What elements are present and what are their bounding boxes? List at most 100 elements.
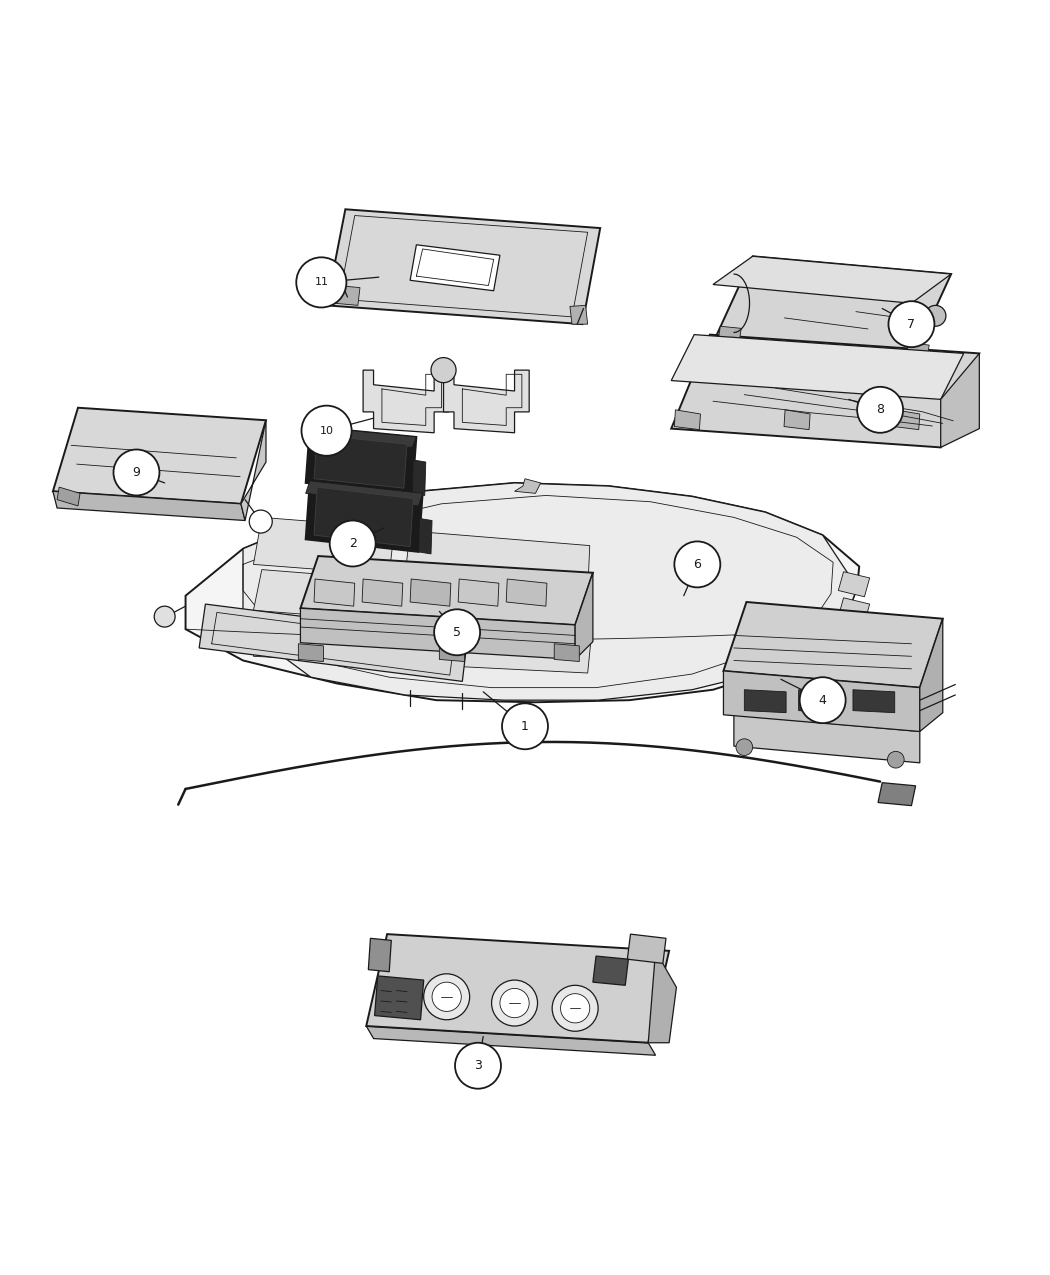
Polygon shape: [718, 326, 741, 343]
Circle shape: [430, 357, 456, 382]
Circle shape: [434, 609, 480, 655]
Polygon shape: [314, 435, 407, 488]
Polygon shape: [838, 598, 869, 623]
Polygon shape: [506, 579, 547, 606]
Polygon shape: [906, 343, 929, 360]
Text: 9: 9: [132, 465, 141, 479]
Circle shape: [800, 677, 845, 723]
Text: 1: 1: [521, 720, 529, 733]
Polygon shape: [300, 608, 575, 659]
Polygon shape: [920, 618, 943, 732]
Circle shape: [561, 993, 590, 1023]
Text: 6: 6: [693, 558, 701, 571]
Text: 11: 11: [314, 278, 329, 287]
Polygon shape: [411, 579, 450, 606]
Polygon shape: [554, 644, 580, 662]
Polygon shape: [366, 1026, 655, 1056]
Polygon shape: [713, 256, 951, 361]
Circle shape: [491, 980, 538, 1026]
Polygon shape: [734, 715, 920, 762]
Polygon shape: [838, 623, 869, 649]
Text: 4: 4: [819, 694, 826, 706]
Circle shape: [857, 386, 903, 432]
Polygon shape: [314, 487, 414, 547]
Polygon shape: [405, 530, 590, 593]
Polygon shape: [744, 690, 786, 713]
Circle shape: [925, 306, 946, 326]
Polygon shape: [52, 491, 245, 520]
Polygon shape: [327, 209, 601, 324]
Polygon shape: [253, 518, 395, 575]
Circle shape: [455, 1043, 501, 1089]
Text: 7: 7: [907, 317, 916, 330]
Polygon shape: [419, 519, 432, 553]
Circle shape: [330, 520, 376, 566]
Polygon shape: [674, 409, 700, 430]
Polygon shape: [627, 935, 666, 964]
Circle shape: [502, 704, 548, 750]
Polygon shape: [52, 408, 266, 504]
Polygon shape: [671, 334, 980, 448]
Polygon shape: [240, 421, 266, 520]
Text: 3: 3: [474, 1060, 482, 1072]
Polygon shape: [570, 306, 588, 324]
Text: 2: 2: [349, 537, 357, 550]
Circle shape: [887, 751, 904, 768]
Circle shape: [296, 258, 346, 307]
Polygon shape: [335, 286, 360, 306]
Circle shape: [674, 542, 720, 588]
Circle shape: [301, 405, 352, 455]
Polygon shape: [799, 690, 840, 713]
Polygon shape: [314, 579, 355, 606]
Polygon shape: [306, 427, 417, 448]
Circle shape: [552, 986, 598, 1031]
Polygon shape: [366, 935, 669, 1043]
Polygon shape: [648, 951, 676, 1043]
Polygon shape: [405, 583, 590, 639]
Polygon shape: [713, 256, 951, 303]
Polygon shape: [363, 370, 448, 432]
Polygon shape: [375, 975, 424, 1020]
Polygon shape: [671, 334, 964, 399]
Polygon shape: [723, 602, 943, 687]
Circle shape: [500, 988, 529, 1017]
Circle shape: [424, 974, 469, 1020]
Circle shape: [736, 738, 753, 756]
Text: 8: 8: [876, 403, 884, 417]
Polygon shape: [941, 353, 980, 448]
Polygon shape: [575, 572, 593, 659]
Polygon shape: [253, 570, 395, 621]
Polygon shape: [413, 460, 426, 496]
Polygon shape: [838, 571, 869, 597]
Polygon shape: [253, 625, 591, 673]
Polygon shape: [369, 938, 392, 972]
Polygon shape: [458, 579, 499, 606]
Circle shape: [432, 982, 461, 1011]
Circle shape: [113, 450, 160, 496]
Text: 10: 10: [319, 426, 334, 436]
Polygon shape: [243, 483, 857, 700]
Polygon shape: [439, 644, 464, 662]
Circle shape: [249, 510, 272, 533]
Polygon shape: [411, 245, 500, 291]
Polygon shape: [298, 644, 323, 662]
Polygon shape: [306, 427, 417, 493]
Polygon shape: [443, 370, 529, 432]
Polygon shape: [723, 671, 920, 732]
Polygon shape: [894, 409, 920, 430]
Circle shape: [154, 606, 175, 627]
Polygon shape: [306, 481, 423, 506]
Circle shape: [888, 301, 934, 347]
Polygon shape: [306, 481, 423, 552]
Polygon shape: [200, 604, 467, 681]
Polygon shape: [362, 579, 403, 606]
Polygon shape: [57, 487, 80, 506]
Polygon shape: [514, 478, 541, 493]
Polygon shape: [853, 690, 895, 713]
Polygon shape: [878, 783, 916, 806]
Polygon shape: [300, 556, 593, 625]
Polygon shape: [593, 956, 628, 986]
Text: 5: 5: [454, 626, 461, 639]
Polygon shape: [784, 409, 811, 430]
Polygon shape: [186, 483, 859, 703]
